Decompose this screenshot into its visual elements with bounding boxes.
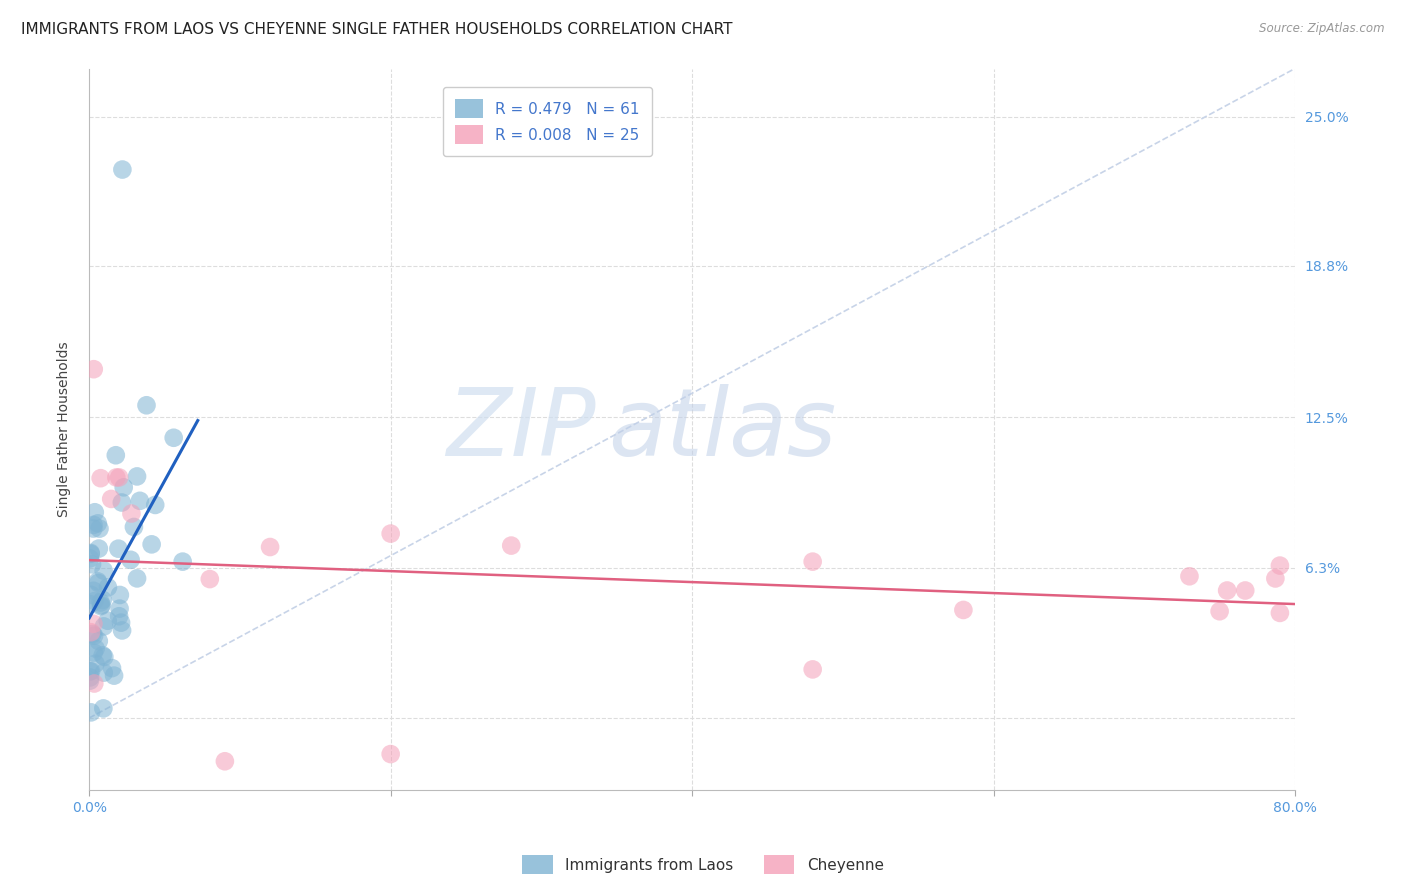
Point: [122, 520, 145, 534]
Point: [1216, 583, 1239, 598]
Point: [91, 648, 114, 663]
Point: [82, 627, 104, 641]
Point: [80, 588, 103, 602]
Point: [91, 593, 114, 607]
Point: [1234, 583, 1257, 598]
Point: [79, 597, 101, 611]
Point: [80, 706, 103, 720]
Point: [141, 537, 163, 551]
Point: [93, 619, 115, 633]
Point: [198, 572, 221, 586]
Point: [79, 673, 101, 688]
Point: [83, 646, 105, 660]
Legend: Immigrants from Laos, Cheyenne: Immigrants from Laos, Cheyenne: [516, 849, 890, 880]
Point: [80, 558, 103, 572]
Point: [110, 615, 132, 630]
Point: [801, 662, 824, 676]
Point: [111, 162, 134, 177]
Point: [84, 657, 107, 671]
Point: [108, 470, 131, 484]
Point: [93, 564, 115, 578]
Point: [172, 555, 194, 569]
Point: [135, 398, 157, 412]
Point: [163, 431, 186, 445]
Point: [259, 540, 281, 554]
Point: [84, 641, 107, 656]
Point: [100, 491, 122, 506]
Point: [83, 517, 105, 532]
Point: [1268, 606, 1291, 620]
Point: [90, 595, 112, 609]
Point: [111, 495, 134, 509]
Point: [111, 624, 134, 638]
Point: [125, 469, 148, 483]
Point: [501, 539, 523, 553]
Point: [101, 661, 124, 675]
Y-axis label: Single Father Households: Single Father Households: [58, 342, 72, 517]
Point: [87, 516, 110, 531]
Point: [1208, 604, 1230, 618]
Point: [103, 668, 125, 682]
Text: atlas: atlas: [607, 384, 837, 475]
Point: [108, 609, 131, 624]
Point: [82, 522, 104, 536]
Point: [79, 670, 101, 684]
Point: [83, 594, 105, 608]
Point: [105, 470, 128, 484]
Point: [87, 574, 110, 589]
Point: [801, 555, 824, 569]
Point: [83, 505, 105, 519]
Legend: R = 0.479   N = 61, R = 0.008   N = 25: R = 0.479 N = 61, R = 0.008 N = 25: [443, 87, 652, 156]
Point: [87, 541, 110, 556]
Point: [89, 522, 111, 536]
Point: [90, 599, 112, 614]
Point: [107, 541, 129, 556]
Point: [108, 588, 131, 602]
Point: [380, 747, 402, 761]
Point: [80, 664, 103, 678]
Point: [97, 614, 120, 628]
Point: [79, 551, 101, 566]
Point: [80, 547, 103, 561]
Text: IMMIGRANTS FROM LAOS VS CHEYENNE SINGLE FATHER HOUSEHOLDS CORRELATION CHART: IMMIGRANTS FROM LAOS VS CHEYENNE SINGLE …: [21, 22, 733, 37]
Point: [120, 507, 142, 521]
Point: [80, 625, 103, 640]
Point: [380, 526, 402, 541]
Point: [80, 546, 103, 560]
Point: [93, 665, 115, 680]
Point: [952, 603, 974, 617]
Point: [125, 571, 148, 585]
Point: [112, 480, 135, 494]
Point: [83, 362, 105, 376]
Text: Source: ZipAtlas.com: Source: ZipAtlas.com: [1260, 22, 1385, 36]
Point: [143, 498, 166, 512]
Point: [83, 629, 105, 643]
Point: [87, 634, 110, 648]
Point: [104, 448, 127, 462]
Point: [97, 580, 120, 594]
Point: [1268, 558, 1291, 573]
Point: [1178, 569, 1201, 583]
Point: [128, 493, 150, 508]
Point: [82, 616, 104, 631]
Point: [214, 754, 236, 768]
Text: ZIP: ZIP: [446, 384, 596, 475]
Point: [87, 576, 110, 591]
Point: [93, 649, 115, 664]
Point: [90, 598, 112, 612]
Point: [83, 583, 105, 598]
Point: [93, 701, 115, 715]
Point: [90, 471, 112, 485]
Point: [83, 676, 105, 690]
Point: [1264, 572, 1286, 586]
Point: [120, 553, 142, 567]
Point: [108, 601, 131, 615]
Point: [79, 665, 101, 679]
